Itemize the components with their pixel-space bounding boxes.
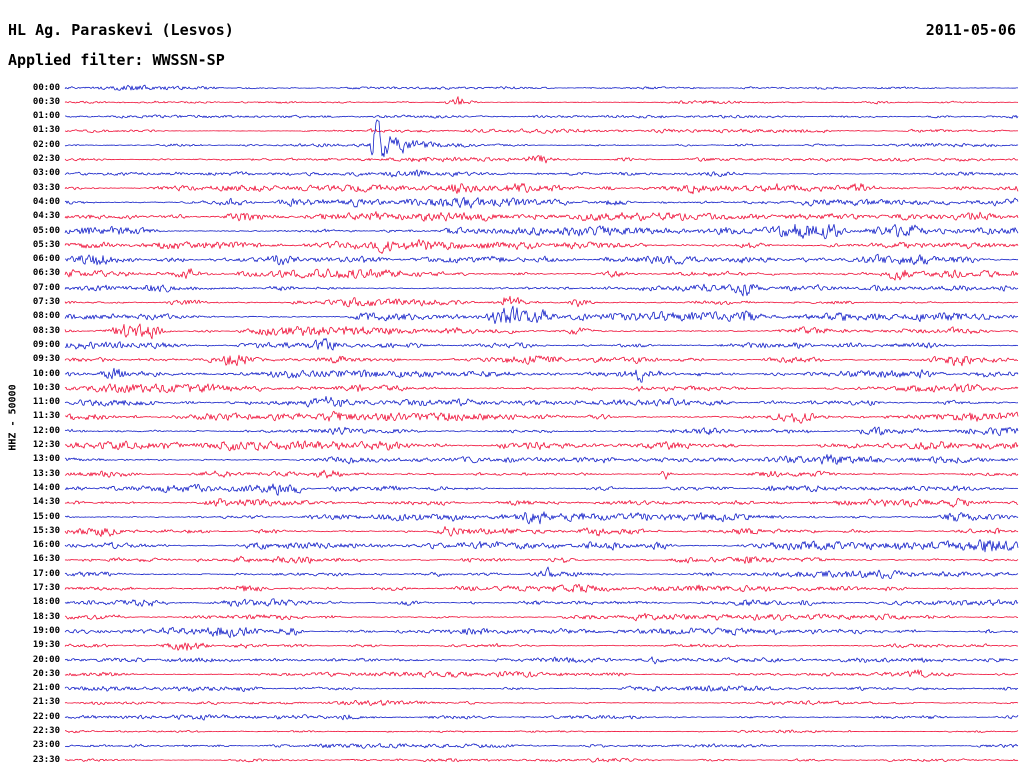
row-time-label: 00:00 [32, 82, 60, 93]
row-time-label: 15:00 [32, 511, 60, 522]
row-time-label: 04:00 [32, 196, 60, 207]
row-time-label: 10:30 [32, 382, 60, 393]
row-time-label: 05:30 [32, 239, 60, 250]
filter-label: Applied filter: WWSSN-SP [8, 51, 225, 69]
row-time-label: 17:30 [32, 583, 60, 593]
row-time-label: 21:00 [32, 683, 60, 694]
row-time-label: 03:00 [32, 168, 60, 179]
row-time-label: 23:00 [32, 740, 60, 751]
row-time-label: 13:00 [32, 454, 60, 465]
row-time-label: 12:00 [32, 425, 60, 436]
row-time-label: 17:00 [32, 568, 60, 579]
row-time-label: 00:30 [32, 96, 60, 107]
row-time-label: 12:30 [32, 440, 60, 450]
row-time-label: 06:30 [32, 268, 60, 279]
row-time-label: 20:00 [32, 654, 60, 665]
row-time-label: 15:30 [32, 525, 60, 536]
row-time-label: 08:00 [32, 311, 60, 322]
row-time-label: 22:30 [32, 726, 60, 736]
row-time-label: 11:30 [32, 411, 60, 422]
row-time-label: 14:00 [32, 482, 60, 493]
row-time-label: 11:00 [32, 397, 60, 408]
row-time-label: 09:00 [32, 339, 60, 350]
row-time-label: 05:00 [32, 225, 60, 236]
row-time-label: 03:30 [32, 182, 60, 193]
row-time-label: 02:00 [32, 139, 60, 150]
row-time-label: 20:30 [32, 668, 60, 679]
row-time-label: 18:00 [32, 597, 60, 608]
row-time-label: 08:30 [32, 325, 60, 336]
row-time-label: 14:30 [32, 497, 60, 508]
report-date: 2011-05-06 [925, 21, 1016, 39]
row-time-label: 06:00 [32, 254, 60, 265]
row-time-label: 07:30 [32, 297, 60, 307]
station-title: HL Ag. Paraskevi (Lesvos) [8, 21, 234, 39]
row-time-label: 22:00 [32, 711, 60, 722]
row-time-label: 16:30 [32, 554, 60, 565]
row-time-label: 18:30 [32, 611, 60, 622]
row-time-label: 21:30 [32, 697, 60, 708]
row-time-label: 19:00 [32, 625, 60, 636]
row-time-label: 16:00 [32, 540, 60, 551]
row-labels: 00:00 00:30 01:00 01:30 02:00 02:30 03:00 03:30… [0, 0, 62, 780]
row-time-label: 10:00 [32, 368, 60, 379]
row-time-label: 01:00 [32, 111, 60, 122]
row-time-label: 01:30 [32, 125, 60, 136]
row-time-label: 23:30 [32, 754, 60, 765]
row-time-label: 07:00 [32, 282, 60, 293]
row-time-label: 19:30 [32, 640, 60, 651]
row-time-label: 04:30 [32, 211, 60, 222]
row-time-label: 13:30 [32, 468, 60, 479]
row-time-label: 02:30 [32, 154, 60, 164]
row-time-label: 09:30 [32, 354, 60, 365]
